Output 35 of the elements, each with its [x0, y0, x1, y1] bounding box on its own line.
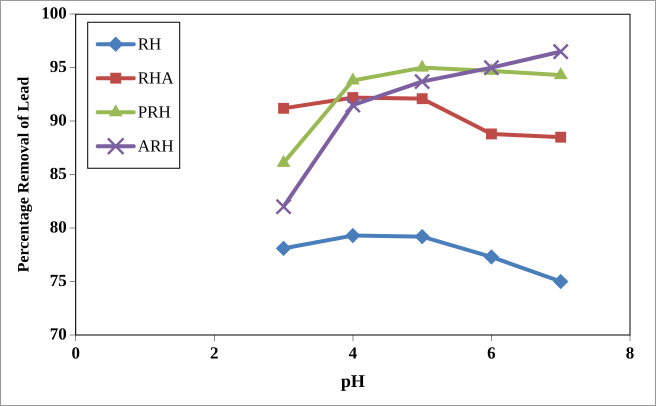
y-tick-label: 85: [50, 164, 67, 183]
legend-label: ARH: [138, 136, 174, 156]
y-axis-title: Percentage Removal of Lead: [16, 76, 33, 272]
y-tick-label: 70: [50, 324, 67, 344]
x-axis-title: pH: [340, 370, 365, 391]
y-tick-label: 95: [50, 57, 67, 76]
y-tick-label: 100: [41, 4, 67, 23]
point: [486, 128, 497, 140]
point: [554, 68, 568, 80]
x-tick-label: 6: [487, 344, 496, 363]
point: [278, 102, 290, 114]
point: [276, 240, 292, 256]
x-tick-label: 4: [348, 344, 358, 363]
point: [344, 96, 362, 114]
point: [484, 249, 499, 264]
x-tick-label: 8: [626, 344, 634, 363]
legend-label: RH: [138, 34, 162, 54]
point: [414, 73, 430, 90]
legend-label: PRH: [138, 102, 171, 122]
x-tick-label: 2: [210, 344, 219, 363]
point: [275, 198, 292, 215]
point: [416, 60, 429, 72]
x-tick-label: 0: [71, 344, 80, 363]
point: [346, 73, 360, 84]
point: [555, 132, 566, 143]
point: [483, 59, 500, 76]
y-tick-label: 90: [50, 110, 67, 130]
point: [414, 229, 430, 244]
y-tick-label: 75: [50, 270, 67, 290]
point: [552, 43, 570, 60]
legend-label: RHA: [138, 68, 174, 88]
point: [416, 93, 428, 104]
point: [553, 274, 568, 290]
point: [345, 228, 360, 244]
y-tick-label: 80: [50, 217, 67, 236]
